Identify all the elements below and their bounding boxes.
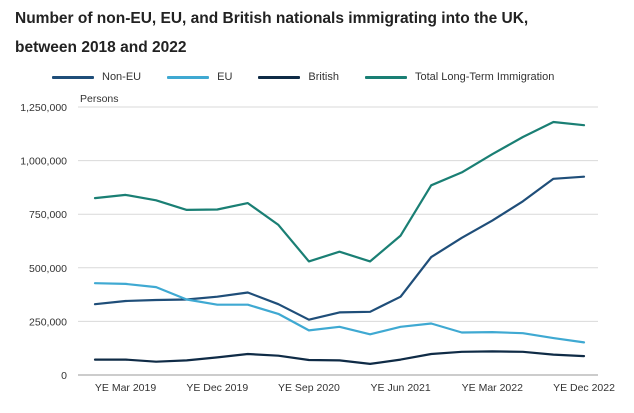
- y-tick-label: 750,000: [29, 209, 67, 221]
- y-tick-label: 500,000: [29, 263, 67, 275]
- legend-swatch: [364, 75, 407, 79]
- x-tick-label: YE Dec 2019: [186, 382, 248, 394]
- chart-title-line-1: Number of non-EU, EU, and British nation…: [15, 10, 529, 27]
- x-axis-ticks: YE Mar 2019 YE Dec 2019 YE Sep 2020 YE Jun …: [95, 382, 615, 394]
- series-lines: [93, 120, 586, 365]
- legend-label: Total Long-Term Immigration: [414, 71, 555, 83]
- legend-swatch: [52, 75, 94, 79]
- legend-swatch: [167, 75, 210, 79]
- series-line-british: [93, 350, 586, 365]
- y-axis-ticks: 0 250,000 500,000 750,000 1,000,000 1,250,000: [20, 102, 67, 382]
- legend-item: Non-EU: [52, 71, 141, 83]
- legend-label: EU: [217, 71, 233, 83]
- series-line-eu: [93, 282, 586, 344]
- legend-item: British: [258, 71, 339, 83]
- series-line-total-long-term-immigration: [93, 120, 586, 263]
- gridlines: [78, 106, 598, 376]
- x-tick-label: YE Jun 2021: [371, 382, 431, 394]
- y-tick-label: 1,000,000: [20, 156, 67, 168]
- legend-item: EU: [167, 71, 232, 83]
- legend-item: Total Long-Term Immigration: [364, 71, 555, 83]
- x-tick-label: YE Sep 2020: [278, 382, 340, 394]
- x-tick-label: YE Mar 2019: [95, 382, 156, 394]
- x-tick-label: YE Dec 2022: [553, 382, 615, 394]
- chart-title-line-2: between 2018 and 2022: [15, 39, 187, 56]
- legend-label: British: [308, 71, 339, 83]
- chart-legend: Non-EU EU British Total Long-Term Immigrati…: [52, 69, 580, 85]
- y-axis-unit-label: Persons: [80, 93, 119, 105]
- series-line-non-eu: [93, 175, 586, 321]
- y-tick-label: 0: [61, 370, 67, 382]
- legend-swatch: [258, 75, 301, 79]
- legend-label: Non-EU: [102, 71, 142, 83]
- x-tick-label: YE Mar 2022: [462, 382, 523, 394]
- chart-title: Number of non-EU, EU, and British nation…: [15, 6, 615, 60]
- y-tick-label: 1,250,000: [20, 102, 67, 114]
- y-tick-label: 250,000: [29, 316, 67, 328]
